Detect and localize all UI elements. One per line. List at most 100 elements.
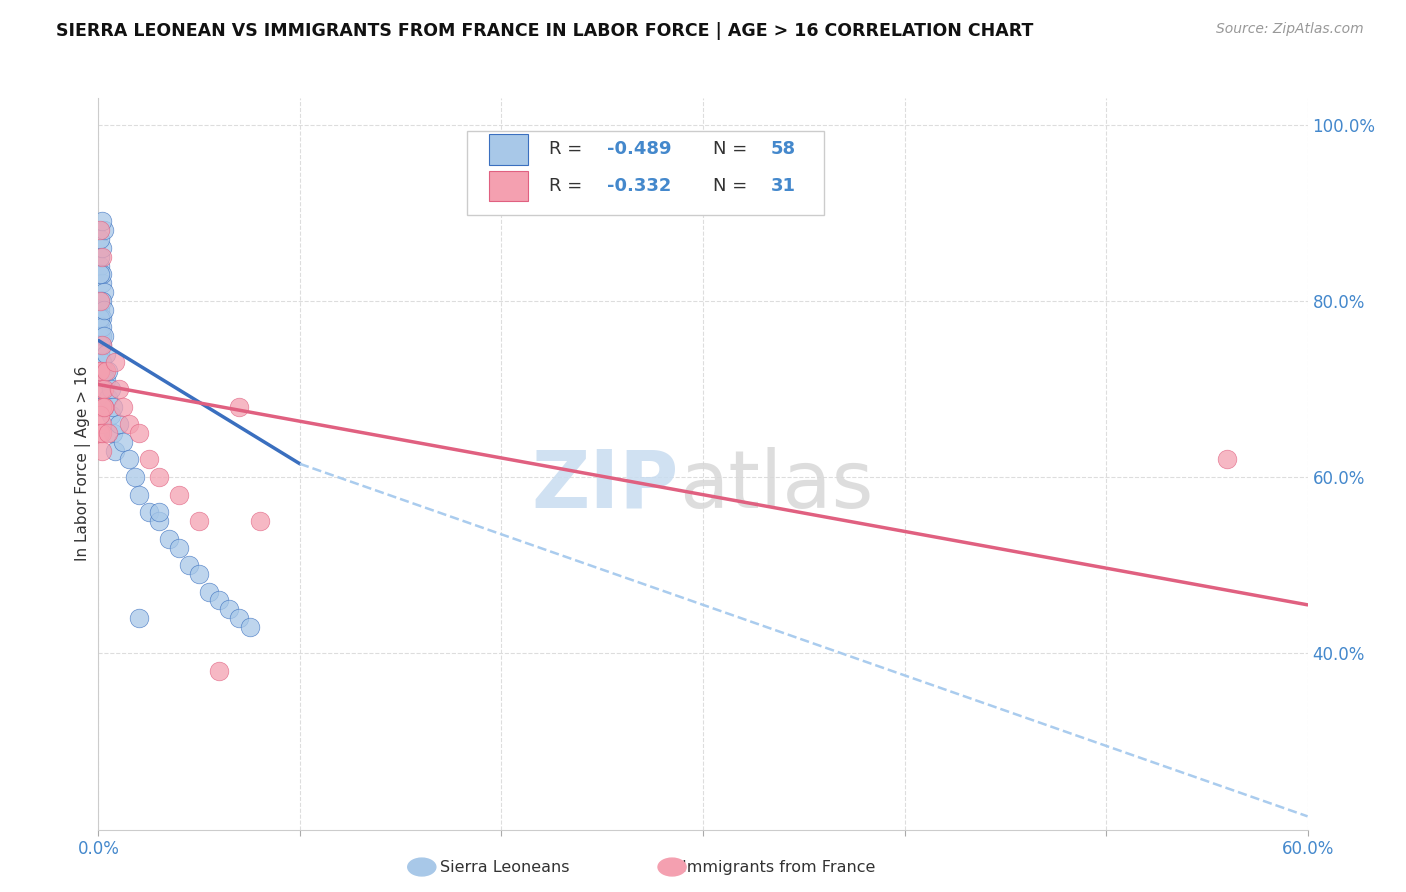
Point [93,223,115,237]
Point [97,425,120,440]
Point [89,347,111,361]
Point [101,425,124,440]
FancyBboxPatch shape [489,170,527,202]
Point [93,285,115,299]
Point [101,400,124,414]
Point [138,452,160,467]
Point [91,329,114,343]
Point [91,311,114,326]
Point [111,400,134,414]
Point [148,505,170,519]
FancyBboxPatch shape [467,131,824,215]
Point [91,355,114,369]
Text: ZIP: ZIP [531,447,679,524]
Point [239,620,262,634]
Point [118,452,141,467]
Text: atlas: atlas [679,447,873,524]
Point [96,364,118,378]
Point [91,443,114,458]
Point [89,338,111,352]
Point [91,400,114,414]
Point [208,593,231,607]
Point [93,329,115,343]
Point [91,355,114,369]
Point [89,364,111,378]
Point [100,382,122,396]
Point [89,347,111,361]
Text: SIERRA LEONEAN VS IMMIGRANTS FROM FRANCE IN LABOR FORCE | AGE > 16 CORRELATION C: SIERRA LEONEAN VS IMMIGRANTS FROM FRANCE… [56,22,1033,40]
Point [128,425,150,440]
Text: 31: 31 [770,177,796,194]
Point [91,250,114,264]
Point [89,259,111,273]
Point [91,293,114,308]
Point [167,541,190,555]
Text: R =: R = [550,177,589,194]
FancyBboxPatch shape [489,134,527,165]
Point [111,434,134,449]
Point [124,470,146,484]
Point [89,320,111,334]
Point [118,417,141,432]
Point [148,514,170,528]
Point [91,320,114,334]
Point [249,514,271,528]
Point [89,409,111,423]
Point [103,355,125,369]
Point [96,347,118,361]
Point [89,311,111,326]
Point [89,268,111,282]
Point [89,232,111,246]
Text: -0.332: -0.332 [607,177,672,194]
Point [91,417,114,432]
Point [97,364,120,378]
Point [93,364,115,378]
Point [148,470,170,484]
Text: -0.489: -0.489 [607,140,672,158]
Point [228,400,250,414]
Point [89,425,111,440]
Point [89,302,111,317]
Point [91,214,114,228]
Point [1216,452,1239,467]
Point [167,488,190,502]
Point [208,664,231,678]
Point [198,584,221,599]
Point [96,373,118,387]
Point [89,250,111,264]
Point [179,558,201,573]
Text: N =: N = [713,177,752,194]
Text: Sierra Leoneans: Sierra Leoneans [440,860,569,874]
Point [91,382,114,396]
Text: Source: ZipAtlas.com: Source: ZipAtlas.com [1216,22,1364,37]
Point [188,566,211,581]
Point [107,417,129,432]
Point [93,382,115,396]
Point [128,488,150,502]
Point [138,505,160,519]
Point [93,400,115,414]
Point [218,602,240,616]
Point [93,302,115,317]
Point [91,338,114,352]
Point [128,611,150,625]
Point [91,400,114,414]
Point [89,329,111,343]
Point [89,364,111,378]
Point [157,532,180,546]
Point [93,400,115,414]
Point [91,338,114,352]
Point [91,268,114,282]
Point [89,293,111,308]
Y-axis label: In Labor Force | Age > 16: In Labor Force | Age > 16 [76,367,91,561]
Point [188,514,211,528]
Point [91,241,114,255]
Point [91,364,114,378]
Point [89,293,111,308]
Text: 58: 58 [770,140,796,158]
Point [89,223,111,237]
Point [228,611,250,625]
Text: R =: R = [550,140,589,158]
Point [89,382,111,396]
Text: N =: N = [713,140,752,158]
